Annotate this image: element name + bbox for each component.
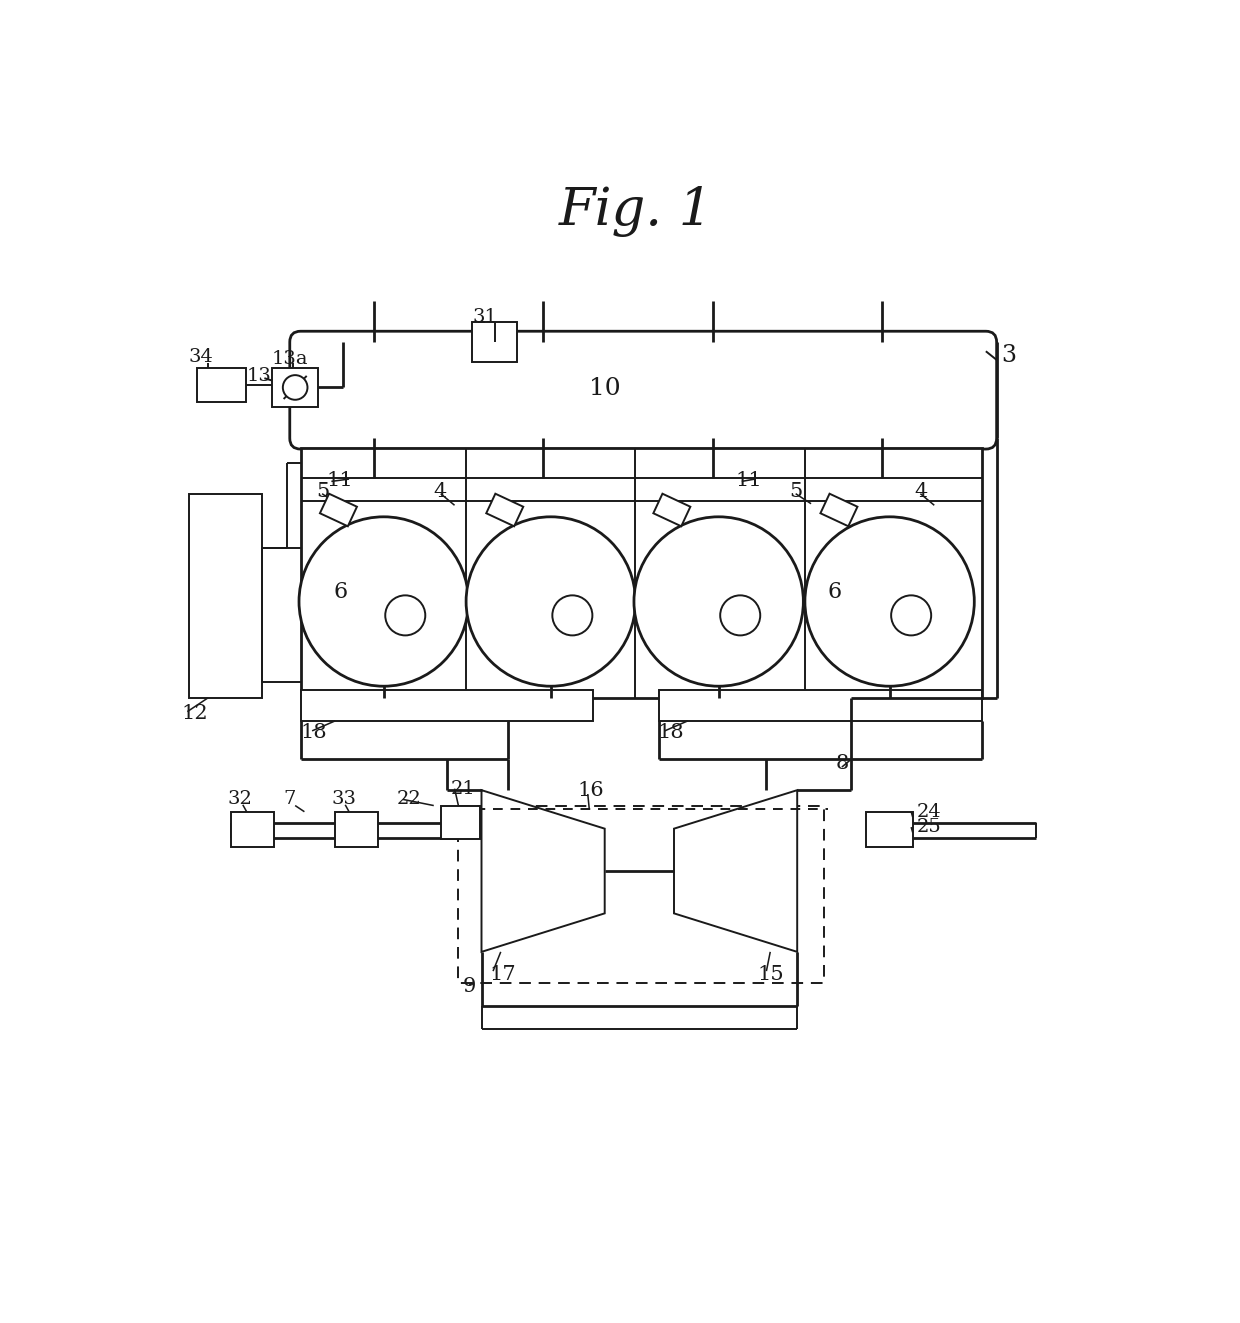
Text: 5: 5: [316, 482, 329, 501]
Circle shape: [466, 517, 635, 687]
Text: 25: 25: [916, 818, 941, 836]
Text: 18: 18: [657, 722, 683, 742]
FancyBboxPatch shape: [290, 331, 997, 448]
Text: 33: 33: [331, 790, 356, 808]
Text: 13: 13: [247, 366, 272, 385]
Bar: [472, 321, 517, 363]
Bar: [486, 493, 523, 527]
Text: 6: 6: [828, 581, 842, 602]
Text: Fig. 1: Fig. 1: [558, 185, 713, 237]
Text: 10: 10: [589, 377, 621, 400]
Bar: [300, 691, 593, 721]
Bar: [335, 812, 377, 847]
Bar: [272, 368, 319, 406]
Text: 31: 31: [472, 308, 497, 325]
Text: 21: 21: [450, 779, 475, 798]
Bar: [658, 691, 982, 721]
Text: 17: 17: [490, 966, 516, 984]
Polygon shape: [481, 790, 605, 951]
Bar: [197, 368, 246, 402]
Text: 3: 3: [1001, 344, 1017, 366]
Bar: [821, 493, 857, 527]
Circle shape: [720, 595, 760, 635]
Text: 8: 8: [836, 754, 849, 773]
Text: 15: 15: [758, 966, 784, 984]
Text: 9: 9: [463, 976, 476, 996]
Text: 4: 4: [914, 482, 928, 501]
Circle shape: [634, 517, 804, 687]
Text: 13a: 13a: [272, 351, 309, 368]
Text: 32: 32: [227, 790, 252, 808]
Bar: [300, 447, 982, 697]
Bar: [320, 493, 357, 527]
Text: 12: 12: [181, 704, 208, 722]
Text: 6: 6: [334, 581, 347, 602]
Bar: [459, 806, 825, 983]
Text: 5: 5: [790, 482, 802, 501]
Circle shape: [892, 595, 931, 635]
Circle shape: [552, 595, 593, 635]
Circle shape: [805, 517, 975, 687]
Text: 16: 16: [578, 781, 604, 799]
Bar: [867, 812, 913, 847]
Circle shape: [283, 376, 308, 400]
Polygon shape: [675, 790, 797, 951]
Bar: [188, 493, 262, 697]
Text: 18: 18: [300, 722, 327, 742]
Bar: [231, 812, 274, 847]
Circle shape: [386, 595, 425, 635]
Text: 24: 24: [916, 803, 941, 820]
Text: 34: 34: [188, 348, 213, 366]
Text: 7: 7: [284, 790, 296, 808]
Bar: [653, 493, 691, 527]
Text: 11: 11: [735, 471, 763, 490]
Text: 11: 11: [326, 471, 352, 490]
Text: 22: 22: [397, 790, 422, 808]
Bar: [441, 806, 480, 839]
Text: 4: 4: [434, 482, 446, 501]
Circle shape: [299, 517, 469, 687]
